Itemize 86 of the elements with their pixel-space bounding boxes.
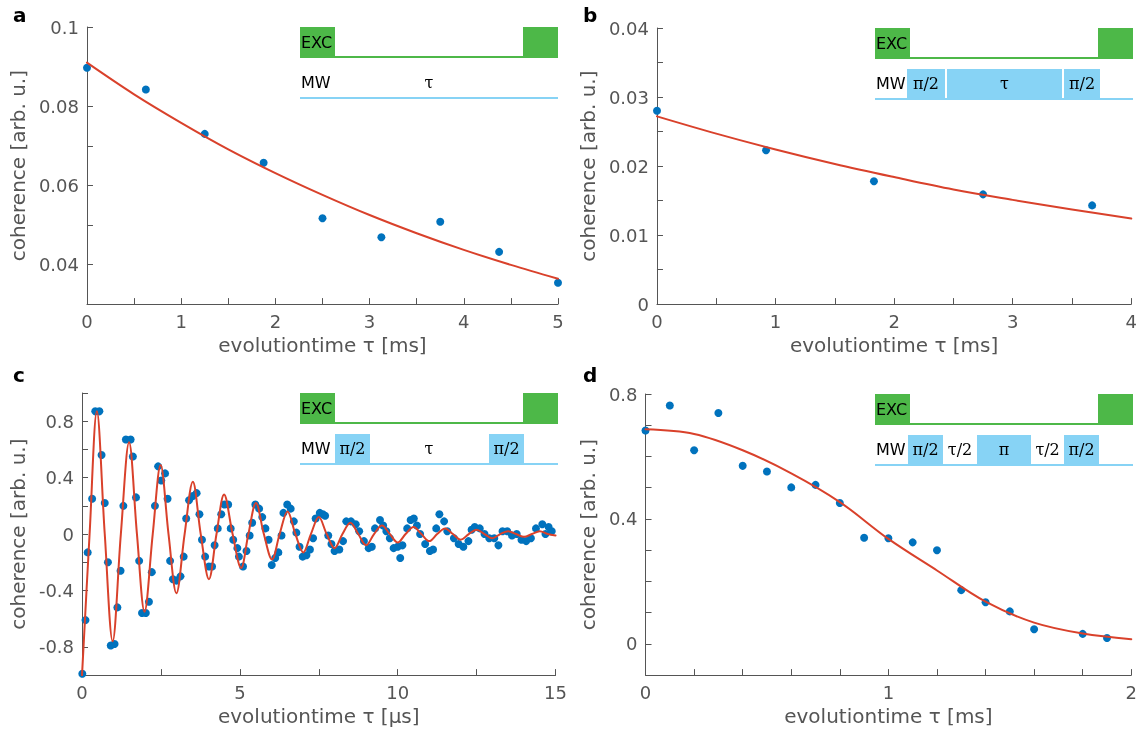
annotation: τ [423, 72, 435, 94]
point [554, 278, 562, 287]
annotation: MW [876, 73, 906, 95]
point [141, 85, 150, 94]
x-tick-label: 4 [458, 310, 470, 332]
point [318, 214, 327, 223]
annotation: MW [301, 438, 331, 460]
point [1088, 201, 1097, 210]
y-tick-label: 0.04 [608, 17, 649, 39]
x-tick-label: 1 [175, 310, 187, 332]
x-tick-label: 0 [81, 310, 93, 332]
y-tick-label: 0 [62, 523, 75, 545]
point [652, 106, 661, 115]
x-tick-label: 4 [1125, 310, 1137, 332]
x-tick-label: 15 [544, 681, 567, 703]
y-tick-label: 0.1 [50, 16, 79, 38]
point [259, 158, 268, 167]
y-tick-label: 0.08 [38, 95, 79, 117]
x-axis-title: evolutiontime τ [μs] [217, 704, 420, 728]
x-tick-label: 5 [552, 310, 564, 332]
x-tick-label: 2 [888, 310, 900, 332]
x-tick-label: 5 [234, 681, 246, 703]
x-axis-title: evolutiontime τ [ms] [218, 333, 427, 357]
annotation: π/2 [906, 70, 945, 98]
point [738, 461, 747, 470]
point [714, 409, 723, 418]
y-tick-label: 0.06 [38, 174, 79, 196]
point [860, 533, 869, 542]
x-axis-title: evolutiontime τ [ms] [789, 333, 999, 357]
annotation: π/2 [1064, 70, 1100, 98]
x-tick-label: 1 [769, 310, 782, 332]
annotation: τ [423, 438, 435, 460]
y-tick-label: 0.8 [608, 383, 638, 405]
chart-title: a [13, 3, 27, 27]
annotation: π/2 [489, 435, 524, 463]
point [762, 467, 771, 476]
y-tick-label: 0.02 [608, 155, 649, 177]
y-tick-label: 0.4 [608, 508, 638, 530]
point [690, 446, 699, 455]
y-tick-label: 0.04 [38, 254, 79, 276]
y-axis-title: coherence [arb. u.] [576, 438, 600, 631]
annotation: π/2 [908, 436, 944, 464]
x-tick-label: 3 [1006, 310, 1019, 332]
annotation: MW [876, 439, 906, 461]
point [377, 233, 386, 242]
annotation: EXC [876, 30, 908, 58]
y-axis-title: coherence [arb. u.] [6, 69, 30, 262]
y-tick-label: 0.03 [608, 86, 649, 108]
point [869, 177, 878, 186]
point [908, 538, 917, 547]
y-axis-title: coherence [arb. u.] [6, 438, 30, 630]
point [932, 546, 941, 555]
y-tick-label: 0.8 [45, 410, 75, 432]
y-tick-label: 0.01 [608, 224, 649, 246]
x-tick-label: 3 [363, 310, 376, 332]
x-tick-label: 2 [1125, 681, 1137, 703]
chart-title: b [583, 3, 598, 27]
x-tick-label: 10 [386, 681, 410, 703]
annotation: π/2 [1064, 436, 1099, 464]
chart-title: c [13, 363, 25, 387]
point [665, 401, 674, 410]
annotation: MW [301, 72, 331, 94]
point [1030, 625, 1039, 634]
y-axis-title: coherence [arb. u.] [576, 70, 600, 262]
point [495, 247, 504, 256]
y-tick-label: -0.8 [38, 636, 75, 658]
annotation: EXC [876, 396, 908, 424]
annotation: τ [946, 70, 1063, 98]
y-tick-label: 0.4 [45, 467, 75, 489]
x-tick-label: 2 [269, 310, 282, 332]
point [787, 483, 796, 492]
y-tick-label: 0 [637, 293, 649, 315]
x-axis-title: evolutiontime τ [ms] [784, 704, 993, 728]
annotation: EXC [301, 395, 333, 423]
annotation: τ/2 [946, 439, 974, 461]
annotation: EXC [301, 29, 333, 57]
annotation: π [976, 436, 1032, 464]
y-tick-label: 0 [626, 633, 638, 655]
y-tick-label: -0.4 [38, 579, 75, 601]
x-tick-label: 0 [651, 310, 663, 332]
x-tick-label: 1 [882, 681, 895, 703]
point [82, 63, 91, 72]
annotation: τ/2 [1034, 439, 1061, 461]
annotation: π/2 [335, 435, 370, 463]
chart-title: d [583, 363, 598, 387]
point [436, 217, 445, 226]
